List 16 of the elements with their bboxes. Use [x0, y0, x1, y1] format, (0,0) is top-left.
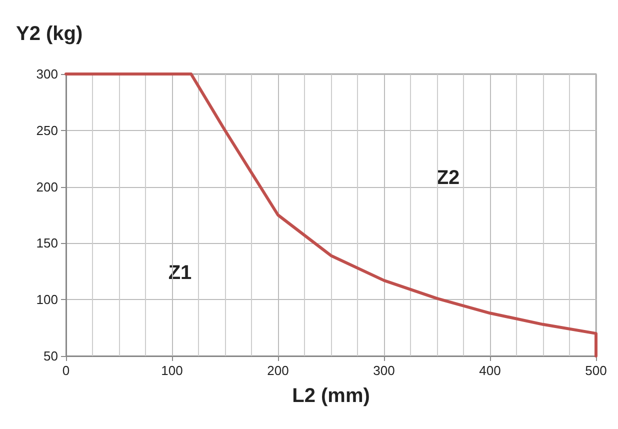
y-axis-title: Y2 (kg) [16, 23, 83, 45]
x-tick-label: 400 [479, 363, 501, 378]
annotation: Z2 [436, 167, 460, 189]
y-tick-label: 200 [36, 179, 58, 194]
x-tick-label: 100 [161, 363, 183, 378]
y-tick-label: 150 [36, 236, 58, 251]
x-tick-label: 500 [585, 363, 607, 378]
x-tick-label: 0 [62, 363, 70, 378]
x-tick-label: 200 [267, 363, 289, 378]
y-tick-label: 300 [36, 66, 58, 82]
x-axis-title: L2 (mm) [292, 385, 370, 407]
x-tick-label: 300 [373, 363, 395, 378]
y-tick-label: 100 [36, 292, 58, 308]
line-series [64, 72, 598, 358]
y-tick-label: 250 [36, 122, 58, 138]
y-tick-label: 50 [44, 348, 58, 364]
